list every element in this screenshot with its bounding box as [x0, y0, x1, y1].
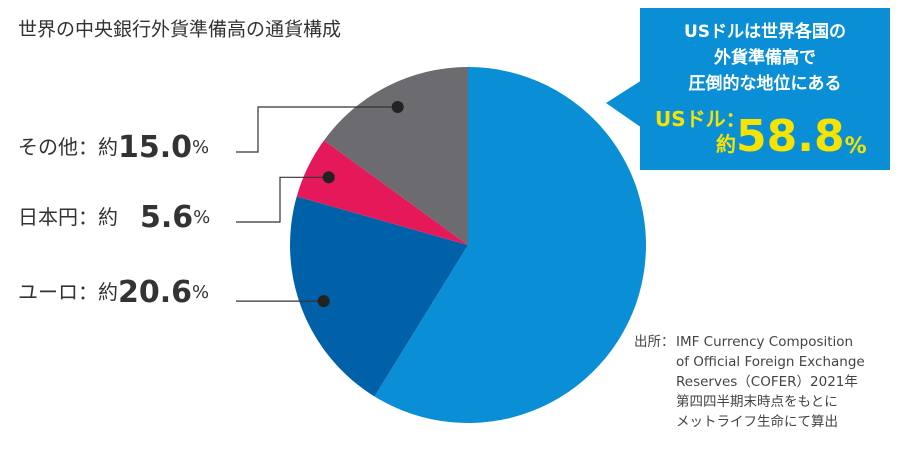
label-part: % [845, 134, 867, 159]
label-part: その他 [18, 135, 78, 159]
pie [289, 67, 646, 424]
label-part: 日本円 [18, 205, 78, 229]
label-part: ： [78, 135, 98, 159]
source: 出所： IMF Currency Composition of Official F… [634, 334, 865, 430]
source-line: メットライフ生命にて算出 [676, 413, 838, 430]
pie-slice [289, 196, 468, 397]
slice-label: 日本円：約 5.6% [18, 200, 210, 235]
labels: その他：約15.0%日本円：約 5.6%ユーロ：約20.6% [18, 101, 404, 310]
label-part: ： [78, 205, 98, 229]
label-part: ： [726, 107, 746, 131]
callout-text: 圧倒的な地位にある [689, 73, 842, 94]
source-line: IMF Currency Composition [676, 334, 853, 350]
callout-label: USドル： [655, 107, 746, 131]
label-part: % [192, 282, 209, 303]
source-line: of Official Foreign Exchange [676, 354, 865, 370]
chart-title: 世界の中央銀行外貨準備高の通貨構成 [18, 19, 341, 41]
slice-label: ユーロ：約20.6% [18, 275, 209, 310]
pie-slice [323, 67, 468, 245]
label-part: % [192, 137, 209, 158]
callout-value: 約58.8% [716, 111, 867, 162]
slice-dot [317, 295, 330, 308]
slice-dot [391, 101, 404, 114]
callout-pointer [606, 80, 642, 128]
source-line: 第四四半期末時点をもとに [676, 393, 838, 410]
label-part: 58.8 [736, 111, 845, 162]
callout-box [640, 8, 890, 170]
label-part: 約 [98, 135, 118, 159]
label-part: 5.6 [140, 200, 193, 235]
label-part: USドル [655, 107, 726, 131]
leader-line [236, 176, 329, 223]
pie-slice [374, 67, 646, 424]
label-part: 約 [98, 205, 118, 229]
source-line: Reserves（COFER）2021年 [676, 374, 858, 390]
source-label: 出所： [634, 334, 675, 350]
leader-line [236, 106, 398, 153]
label-part: 約 [716, 132, 736, 156]
callout-text: 外貨準備高で [714, 47, 816, 68]
slice-dot [322, 171, 335, 184]
label-part: ： [78, 280, 98, 304]
label-part: ユーロ [18, 280, 78, 304]
label-part: 15.0 [118, 130, 192, 165]
label-part: % [193, 207, 210, 228]
slice-label: その他：約15.0% [18, 130, 209, 165]
label-part: 約 [98, 280, 118, 304]
callout-text: USドルは世界各国の [684, 21, 846, 42]
pie-slice [296, 140, 468, 245]
label-part: 20.6 [118, 275, 192, 310]
